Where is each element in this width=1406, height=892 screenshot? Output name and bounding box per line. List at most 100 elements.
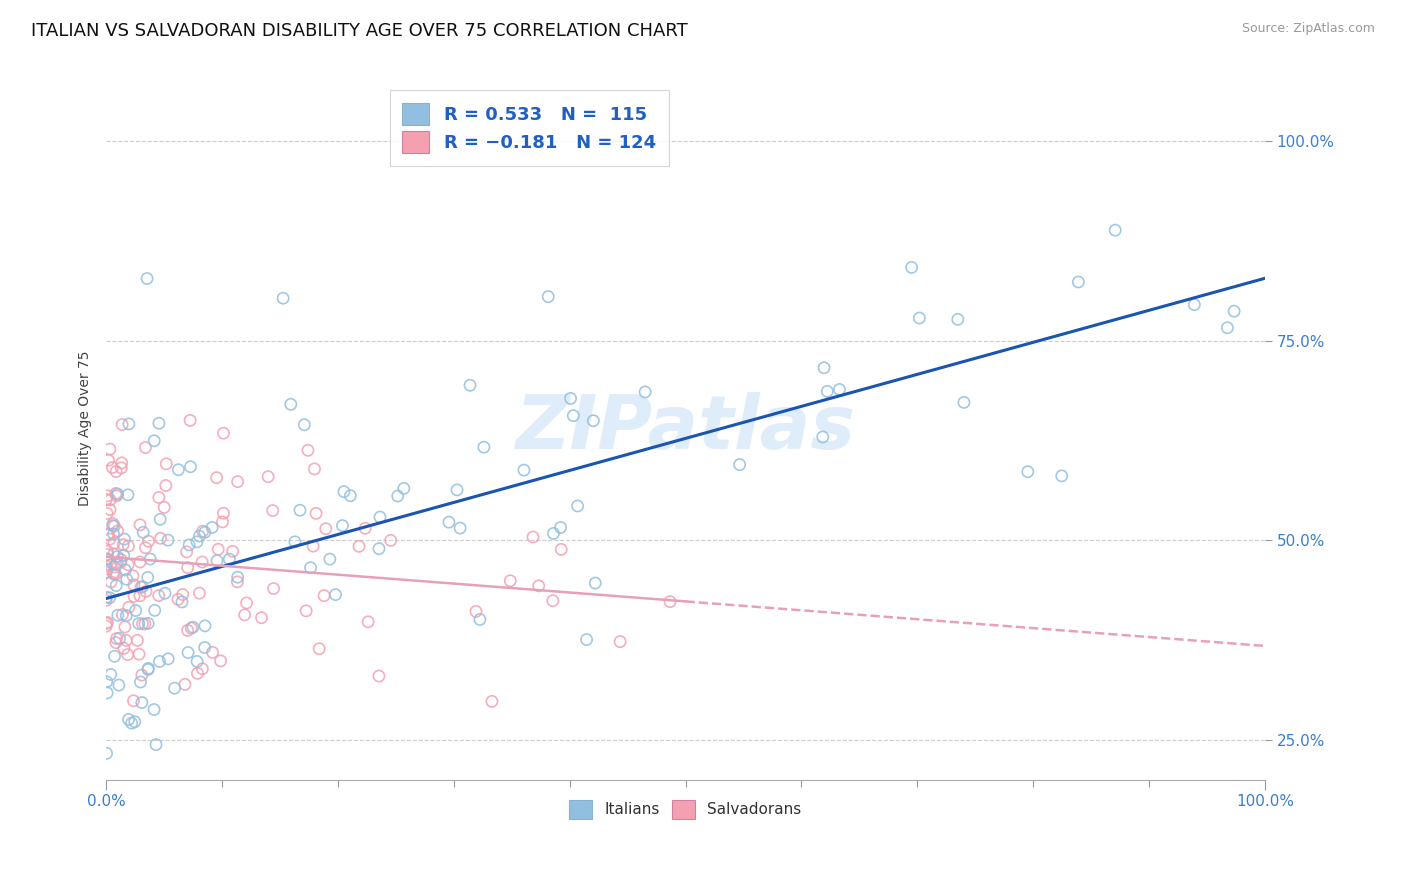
Point	[226, 475, 249, 489]
Point	[117, 539, 139, 553]
Point	[125, 603, 148, 617]
Point	[103, 547, 125, 561]
Point	[98, 553, 121, 567]
Point	[1216, 320, 1239, 334]
Point	[1067, 275, 1090, 289]
Point	[908, 311, 931, 326]
Point	[325, 588, 347, 602]
Point	[103, 649, 125, 664]
Point	[280, 397, 302, 411]
Point	[233, 607, 256, 622]
Point	[295, 604, 318, 618]
Point	[446, 483, 468, 497]
Point	[98, 591, 121, 605]
Point	[468, 612, 491, 626]
Point	[104, 560, 127, 574]
Point	[212, 506, 235, 520]
Point	[105, 489, 128, 503]
Point	[167, 592, 190, 607]
Point	[112, 538, 135, 552]
Point	[96, 552, 118, 566]
Point	[98, 493, 121, 508]
Point	[465, 604, 488, 618]
Point	[235, 596, 257, 610]
Point	[188, 529, 211, 543]
Point	[136, 570, 159, 584]
Point	[118, 600, 141, 615]
Point	[1017, 465, 1039, 479]
Point	[271, 291, 294, 305]
Point	[946, 312, 969, 326]
Point	[108, 632, 131, 646]
Y-axis label: Disability Age Over 75: Disability Age Over 75	[79, 351, 93, 507]
Point	[103, 519, 125, 533]
Point	[103, 566, 125, 580]
Point	[143, 434, 166, 448]
Point	[97, 527, 120, 541]
Point	[522, 530, 544, 544]
Point	[305, 507, 328, 521]
Point	[1223, 304, 1246, 318]
Point	[284, 534, 307, 549]
Point	[156, 533, 179, 548]
Point	[112, 549, 135, 563]
Point	[186, 655, 208, 669]
Point	[139, 552, 162, 566]
Point	[118, 417, 141, 431]
Point	[97, 528, 120, 542]
Point	[135, 584, 157, 599]
Point	[96, 686, 118, 700]
Point	[117, 713, 139, 727]
Point	[101, 518, 124, 533]
Point	[96, 548, 118, 562]
Point	[176, 624, 198, 638]
Legend: Italians, Salvadorans: Italians, Salvadorans	[564, 794, 807, 824]
Point	[179, 538, 201, 552]
Point	[96, 562, 118, 576]
Point	[136, 661, 159, 675]
Point	[96, 591, 118, 605]
Point	[207, 542, 229, 557]
Point	[131, 616, 153, 631]
Point	[143, 702, 166, 716]
Point	[153, 500, 176, 515]
Point	[181, 620, 204, 634]
Point	[96, 615, 118, 630]
Point	[111, 607, 134, 622]
Point	[226, 570, 249, 584]
Point	[98, 442, 121, 456]
Point	[609, 634, 631, 648]
Point	[153, 586, 176, 600]
Point	[205, 471, 228, 485]
Point	[201, 645, 224, 659]
Point	[583, 576, 606, 591]
Point	[104, 558, 127, 572]
Point	[103, 536, 125, 550]
Point	[131, 668, 153, 682]
Point	[96, 558, 118, 573]
Point	[128, 589, 150, 603]
Point	[149, 531, 172, 545]
Point	[180, 621, 202, 635]
Point	[155, 457, 177, 471]
Point	[191, 524, 214, 539]
Point	[127, 633, 149, 648]
Point	[499, 574, 522, 588]
Point	[105, 549, 128, 564]
Point	[115, 572, 138, 586]
Point	[333, 484, 356, 499]
Point	[97, 453, 120, 467]
Point	[194, 640, 217, 655]
Point	[98, 532, 121, 546]
Point	[541, 593, 564, 607]
Point	[148, 655, 170, 669]
Point	[105, 578, 128, 592]
Point	[96, 616, 118, 631]
Point	[205, 554, 228, 568]
Point	[458, 378, 481, 392]
Point	[100, 574, 122, 589]
Point	[186, 534, 208, 549]
Point	[828, 383, 851, 397]
Point	[319, 552, 342, 566]
Point	[148, 491, 170, 505]
